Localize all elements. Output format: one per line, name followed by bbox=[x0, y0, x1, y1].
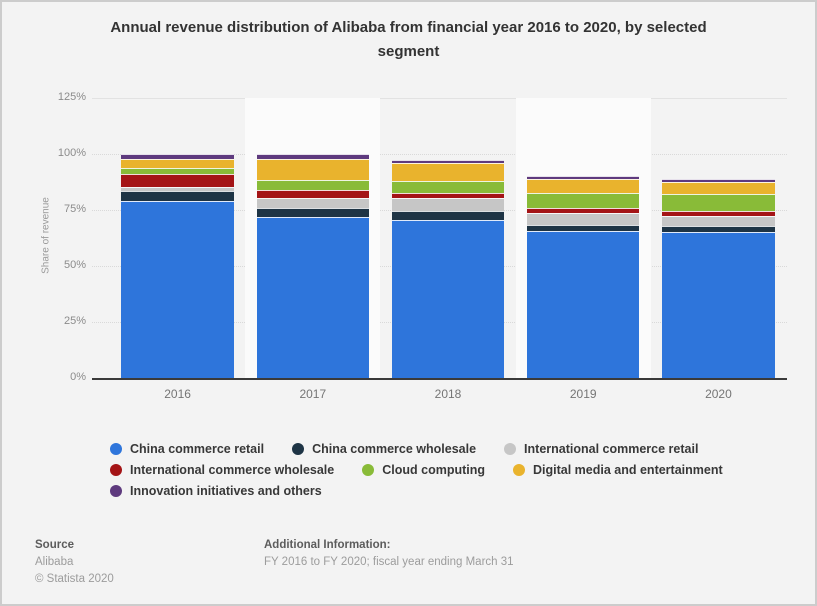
gridline-125 bbox=[92, 98, 787, 99]
chart-title: Annual revenue distribution of Alibaba f… bbox=[49, 16, 769, 64]
y-tick-label-125: 125% bbox=[57, 91, 86, 103]
source-label: Source bbox=[35, 539, 74, 551]
y-tick-label-75: 75% bbox=[63, 203, 86, 215]
legend-item[interactable]: Innovation initiatives and others bbox=[110, 484, 322, 498]
legend-label: International commerce wholesale bbox=[130, 463, 335, 477]
bar-segment bbox=[256, 159, 369, 181]
footer-source-block: Source Alibaba © Statista 2020 bbox=[35, 538, 114, 589]
plot-area bbox=[110, 98, 786, 378]
y-axis-title: Share of revenue bbox=[40, 197, 52, 274]
additional-info-text: FY 2016 to FY 2020; fiscal year ending M… bbox=[264, 556, 514, 568]
bar-segment bbox=[121, 186, 234, 192]
plot-column-2016 bbox=[110, 98, 245, 378]
bar-segment bbox=[662, 181, 775, 194]
bar-segment bbox=[527, 230, 640, 378]
bar-segment bbox=[391, 163, 505, 181]
bar-segment bbox=[256, 189, 369, 199]
legend-row-2: International commerce wholesale Cloud co… bbox=[110, 463, 770, 477]
bar-segment bbox=[121, 154, 234, 159]
x-axis-labels: 2016 2017 2018 2019 2020 bbox=[110, 387, 786, 401]
legend-item[interactable]: International commerce retail bbox=[504, 442, 698, 456]
legend: China commerce retail China commerce whol… bbox=[110, 442, 770, 505]
legend-label: China commerce wholesale bbox=[312, 442, 477, 456]
additional-info-label: Additional Information: bbox=[264, 539, 391, 551]
bar-segment bbox=[662, 178, 775, 182]
bar-segment bbox=[391, 220, 505, 378]
stacked-bar-2020 bbox=[662, 98, 775, 378]
plot-column-2018 bbox=[380, 98, 515, 378]
statista-copyright: © Statista 2020 bbox=[35, 573, 114, 585]
bar-segment bbox=[121, 167, 234, 175]
bar-segment bbox=[527, 179, 640, 194]
bar-segment bbox=[527, 208, 640, 214]
legend-item[interactable]: Digital media and entertainment bbox=[513, 463, 723, 477]
legend-marker-icon bbox=[292, 443, 305, 455]
x-tick-label-2019: 2019 bbox=[569, 387, 597, 401]
legend-label: Digital media and entertainment bbox=[533, 463, 723, 477]
bar-segment bbox=[662, 226, 775, 232]
gridline-100 bbox=[92, 154, 787, 155]
bar-segment bbox=[662, 193, 775, 212]
legend-marker-icon bbox=[504, 443, 517, 455]
plot-column-2019 bbox=[515, 98, 651, 378]
legend-marker-icon bbox=[110, 485, 122, 497]
x-tick-label-2018: 2018 bbox=[434, 387, 462, 401]
legend-marker-icon bbox=[110, 443, 122, 455]
legend-label: China commerce retail bbox=[130, 442, 265, 456]
legend-item[interactable]: Cloud computing bbox=[362, 463, 485, 477]
plot-column-2020 bbox=[651, 98, 786, 378]
legend-item[interactable]: China commerce wholesale bbox=[292, 442, 476, 456]
legend-label: Innovation initiatives and others bbox=[130, 484, 322, 498]
legend-row-1: China commerce retail China commerce whol… bbox=[110, 442, 770, 456]
legend-item[interactable]: International commerce wholesale bbox=[110, 463, 334, 477]
bar-segment bbox=[256, 216, 369, 378]
bar-segment bbox=[391, 180, 505, 193]
bar-segment bbox=[662, 231, 775, 378]
y-tick-label-25: 25% bbox=[63, 315, 86, 327]
bar-segment bbox=[527, 224, 640, 231]
bar-segment bbox=[527, 176, 640, 180]
footer-additional-block: Additional Information: FY 2016 to FY 20… bbox=[264, 538, 514, 572]
bar-segment bbox=[662, 211, 775, 216]
bar-segment bbox=[391, 160, 505, 164]
source-name: Alibaba bbox=[35, 556, 74, 568]
bar-segment bbox=[256, 198, 369, 209]
bar-segment bbox=[527, 193, 640, 209]
stacked-bar-2017 bbox=[256, 98, 369, 378]
bar-segment bbox=[121, 191, 234, 201]
legend-label: Cloud computing bbox=[382, 463, 486, 477]
bar-segment bbox=[391, 192, 505, 199]
x-tick-label-2016: 2016 bbox=[164, 387, 191, 401]
legend-marker-icon bbox=[513, 464, 526, 476]
x-tick-label-2017: 2017 bbox=[299, 387, 327, 401]
stacked-bar-2018 bbox=[391, 98, 505, 378]
bar-segment bbox=[391, 198, 505, 212]
x-tick-label-2020: 2020 bbox=[705, 387, 732, 401]
bar-segment bbox=[121, 200, 234, 378]
bar-segment bbox=[121, 174, 234, 187]
bar-segment bbox=[662, 215, 775, 227]
bar-segment bbox=[121, 158, 234, 168]
legend-label: International commerce retail bbox=[524, 442, 699, 456]
y-tick-label-0: 0% bbox=[70, 371, 86, 383]
bar-segment bbox=[256, 208, 369, 217]
bar-segment bbox=[391, 211, 505, 221]
legend-marker-icon bbox=[362, 464, 375, 476]
stacked-bar-2016 bbox=[121, 98, 234, 378]
y-tick-label-50: 50% bbox=[63, 259, 86, 271]
chart-title-line2: segment bbox=[377, 43, 440, 60]
bar-segment bbox=[527, 213, 640, 225]
bar-segment bbox=[256, 154, 369, 160]
bar-segment bbox=[256, 180, 369, 190]
legend-row-3: Innovation initiatives and others bbox=[110, 484, 770, 498]
stacked-bar-2019 bbox=[527, 98, 640, 378]
legend-marker-icon bbox=[110, 464, 122, 476]
y-tick-label-100: 100% bbox=[57, 147, 86, 159]
plot-column-2017 bbox=[245, 98, 381, 378]
gridline-0 bbox=[92, 378, 787, 380]
legend-item[interactable]: China commerce retail bbox=[110, 442, 264, 456]
chart-title-line1: Annual revenue distribution of Alibaba f… bbox=[110, 19, 707, 36]
